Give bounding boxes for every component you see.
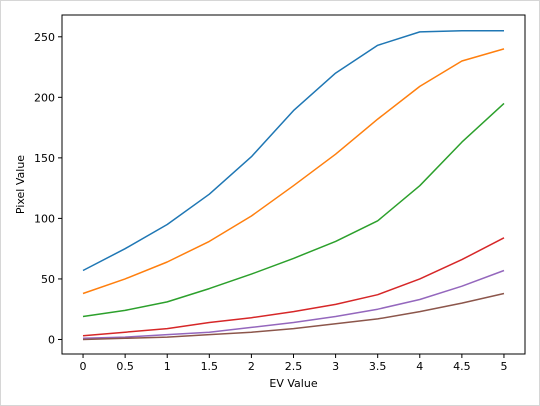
- x-tick-label: 4: [416, 360, 423, 373]
- series-line-3: [82, 102, 505, 318]
- x-tick-label: 0.5: [116, 360, 134, 373]
- x-axis-ticks: 0 0.5 1 1.5 2 2.5 3 3.5 4 4.5 5: [80, 354, 507, 373]
- y-tick-label: 0: [48, 333, 55, 346]
- y-axis-ticks: 0 50 100 150 200 250: [34, 31, 62, 346]
- x-tick-label: 3: [332, 360, 339, 373]
- series-layer: [82, 29, 505, 341]
- y-tick-label: 250: [34, 31, 55, 44]
- series-line-1: [82, 29, 504, 272]
- x-tick-label: 3.5: [369, 360, 387, 373]
- series-line-2: [82, 48, 505, 295]
- x-tick-label: 2: [248, 360, 255, 373]
- series-line-4: [82, 237, 505, 337]
- x-tick-label: 1: [164, 360, 171, 373]
- y-tick-label: 50: [41, 273, 55, 286]
- y-tick-label: 100: [34, 212, 55, 225]
- x-tick-label: 5: [500, 360, 507, 373]
- y-tick-label: 200: [34, 91, 55, 104]
- x-tick-label: 2.5: [285, 360, 303, 373]
- series-line-6: [82, 292, 505, 341]
- x-axis-label: EV Value: [269, 377, 317, 390]
- y-axis-label: Pixel Value: [14, 155, 27, 214]
- x-tick-label: 1.5: [201, 360, 219, 373]
- x-tick-label: 4.5: [453, 360, 471, 373]
- series-line-5: [82, 269, 505, 340]
- plot-area: [61, 14, 526, 355]
- y-tick-label: 150: [34, 152, 55, 165]
- x-tick-label: 0: [80, 360, 87, 373]
